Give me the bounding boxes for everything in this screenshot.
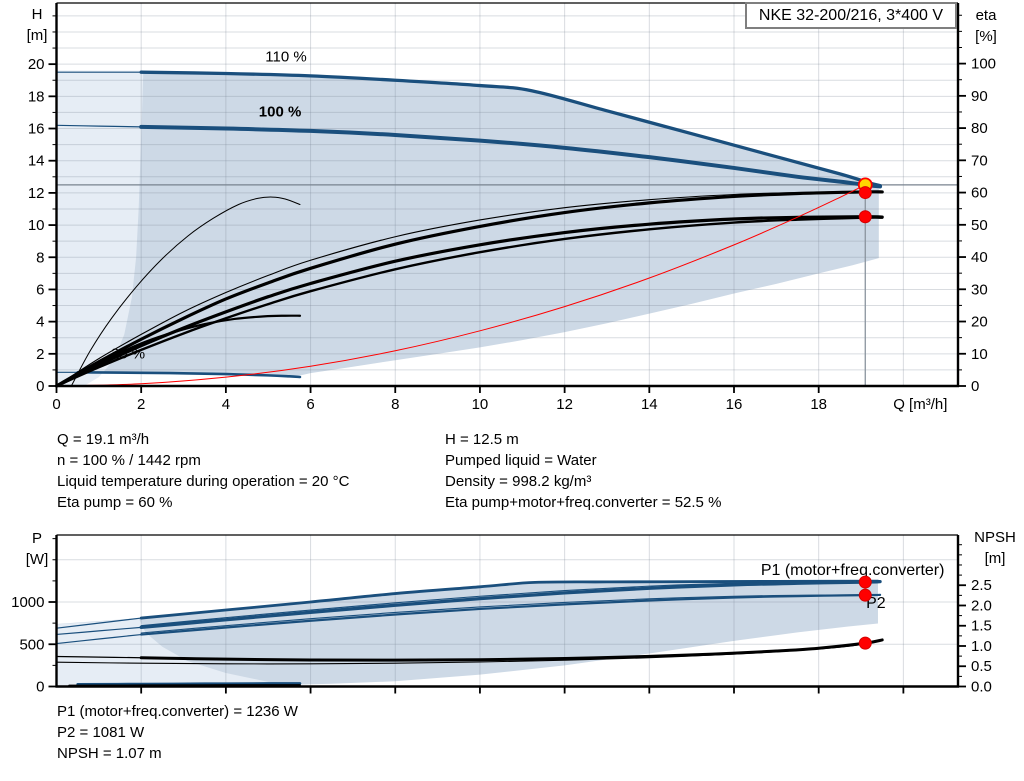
duty-point-eta-total[interactable]: [858, 210, 872, 224]
y-right-tick-label: 20: [971, 314, 988, 331]
p1-point[interactable]: [858, 575, 872, 589]
info-line: Eta pump = 60 %: [57, 494, 173, 511]
y-right-tick-label: 50: [971, 217, 988, 234]
duty-info-right: H = 12.5 m Pumped liquid = Water Density =…: [445, 429, 721, 513]
x-tick-label: 14: [641, 396, 658, 413]
y-left-tick-label: 18: [28, 88, 45, 105]
npsh-curve: [139, 638, 884, 662]
y-right-axis-title: [%]: [975, 28, 997, 45]
curve-100-pct: [139, 124, 883, 189]
curve-110-pct: [139, 70, 882, 188]
p2-point[interactable]: [858, 588, 872, 602]
x-tick-label: 4: [222, 396, 230, 413]
info-line: Pumped liquid = Water: [445, 452, 597, 469]
y-right-axis-title: eta: [976, 7, 998, 24]
y-right-tick-label: 10: [971, 346, 988, 363]
p-axis-title: P: [32, 530, 42, 547]
duty-point-eta-pump[interactable]: [858, 186, 872, 200]
curve-label-110-pct: 110 %: [265, 49, 306, 66]
y-right-tick-label: 70: [971, 152, 988, 169]
y-left-tick-label: 0: [36, 679, 44, 696]
y-left-tick-label: 2: [36, 346, 44, 363]
y-left-tick-label: 8: [36, 249, 44, 266]
p2-curve: [140, 593, 882, 636]
x-tick-label: 18: [810, 396, 827, 413]
y-left-tick-label: 10: [28, 217, 45, 234]
y-left-tick-label: 6: [36, 281, 44, 298]
system-curve: [56, 184, 866, 387]
p1-curve-lead: [55, 626, 142, 636]
y-right-tick-label: 0.0: [971, 679, 992, 696]
p2-curve-label: P2: [866, 595, 886, 612]
info-line: n = 100 % / 1442 rpm: [57, 452, 201, 469]
duty-info-left: Q = 19.1 m³/h n = 100 % / 1442 rpm Liquid …: [57, 429, 349, 513]
y-left-tick-label: 500: [19, 636, 44, 653]
info-line: P1 (motor+freq.converter) = 1236 W: [57, 703, 298, 720]
x-tick-label: 16: [726, 396, 743, 413]
pump-title-box: NKE 32-200/216, 3*400 V: [745, 2, 957, 29]
y-right-tick-label: 100: [971, 56, 996, 73]
p1-curve-label: P1 (motor+freq.converter): [761, 562, 945, 579]
y-right-tick-label: 60: [971, 185, 988, 202]
y-left-tick-label: 14: [28, 153, 45, 170]
low-flow-area: [56, 70, 144, 387]
y-right-tick-label: 1.0: [971, 638, 992, 655]
y-left-tick-label: 16: [28, 121, 45, 138]
p-axis-title: [W]: [26, 551, 49, 568]
x-tick-label: 10: [472, 396, 489, 413]
p-25-pct-blue: [76, 682, 302, 686]
curve-label-25-pct: 25 %: [111, 345, 145, 362]
y-left-tick-label: 12: [28, 185, 45, 202]
y-left-tick-label: 4: [36, 314, 44, 331]
eta-pump-curve: [54, 190, 884, 388]
p1-curve: [139, 579, 882, 630]
y-left-axis-title: [m]: [27, 27, 48, 44]
info-line: Eta pump+motor+freq.converter = 52.5 %: [445, 494, 722, 511]
y-left-tick-label: 1000: [11, 594, 44, 611]
y-right-tick-label: 90: [971, 88, 988, 105]
npsh-axis-title: NPSH: [974, 529, 1016, 546]
eta-25-pct-curve: [55, 314, 302, 388]
y-right-tick-label: 40: [971, 249, 988, 266]
x-tick-label: 6: [306, 396, 314, 413]
x-tick-label: 12: [556, 396, 573, 413]
power-low-flow-area: [56, 618, 296, 687]
eta-reduced-speed-curve: [70, 196, 301, 387]
y-right-tick-label: 0: [971, 378, 979, 395]
p1-max-speed-lead: [55, 617, 142, 629]
info-line: Liquid temperature during operation = 20…: [57, 473, 350, 490]
pump-title: NKE 32-200/216, 3*400 V: [758, 7, 944, 24]
y-left-axis-title: H: [32, 6, 43, 23]
y-right-tick-label: 2.0: [971, 597, 992, 614]
y-right-tick-label: 80: [971, 120, 988, 137]
y-left-tick-label: 0: [36, 378, 44, 395]
y-right-tick-label: 1.5: [971, 618, 992, 635]
info-line: Density = 998.2 kg/m³: [445, 473, 592, 490]
p2-curve-lead: [55, 633, 142, 645]
power-info: P1 (motor+freq.converter) = 1236 W P2 = 1…: [57, 701, 298, 764]
eta-total-curve-2: [55, 216, 884, 388]
x-axis-title: Q [m³/h]: [893, 396, 947, 413]
y-left-tick-label: 20: [28, 56, 45, 73]
x-tick-label: 8: [391, 396, 399, 413]
curve-25-pct: [76, 371, 302, 379]
info-line: H = 12.5 m: [445, 431, 519, 448]
y-right-tick-label: 0.5: [971, 658, 992, 675]
npsh-point[interactable]: [858, 636, 872, 650]
x-tick-label: 2: [137, 396, 145, 413]
npsh-axis-title: [m]: [985, 550, 1006, 567]
info-line: Q = 19.1 m³/h: [57, 431, 150, 448]
p2-companion-thin: [140, 594, 866, 634]
info-line: P2 = 1081 W: [57, 724, 145, 741]
x-tick-label: 0: [52, 396, 60, 413]
y-right-tick-label: 2.5: [971, 577, 992, 594]
y-right-tick-label: 30: [971, 281, 988, 298]
curve-label-100-pct: 100 %: [259, 103, 302, 120]
curve-100-pct-lead: [55, 124, 142, 128]
p1-max-speed-curve: [139, 579, 880, 620]
info-line: NPSH = 1.07 m: [57, 745, 162, 762]
npsh-curve-lead: [55, 655, 142, 659]
